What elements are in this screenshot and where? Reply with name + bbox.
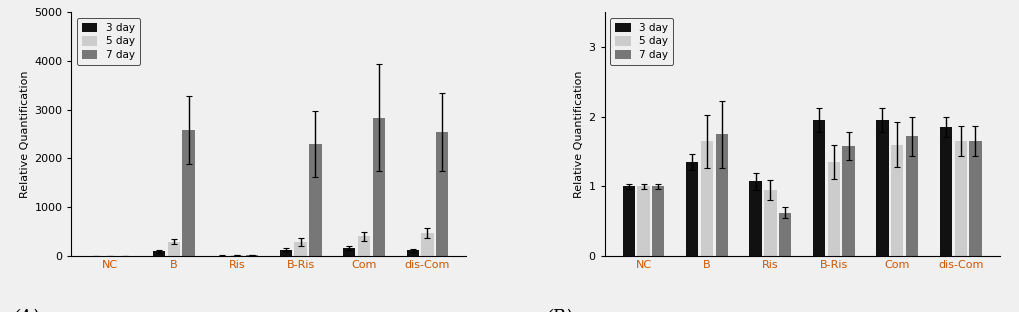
Bar — [842, 146, 854, 256]
Y-axis label: Relative Quantification: Relative Quantification — [20, 71, 30, 198]
Bar — [826, 162, 840, 256]
Legend: 3 day, 5 day, 7 day: 3 day, 5 day, 7 day — [76, 18, 140, 65]
Bar — [938, 127, 951, 256]
Bar — [749, 182, 761, 256]
Y-axis label: Relative Quantification: Relative Quantification — [574, 71, 584, 198]
Bar — [167, 242, 179, 256]
Bar — [246, 255, 258, 256]
Bar — [905, 136, 917, 256]
Text: (A): (A) — [12, 310, 39, 312]
Bar — [637, 186, 649, 256]
Bar — [779, 213, 791, 256]
Bar — [715, 134, 728, 256]
Bar — [686, 162, 698, 256]
Bar — [954, 141, 966, 256]
Bar — [421, 233, 433, 256]
Bar — [651, 186, 663, 256]
Bar — [407, 251, 419, 256]
Bar — [182, 130, 195, 256]
Text: (B): (B) — [545, 310, 572, 312]
Bar — [230, 255, 244, 256]
Bar — [358, 236, 370, 256]
Bar — [622, 186, 634, 256]
Bar — [309, 144, 321, 256]
Bar — [436, 132, 448, 256]
Bar — [153, 251, 165, 256]
Bar — [812, 120, 824, 256]
Bar — [294, 242, 307, 256]
Bar — [968, 141, 980, 256]
Bar — [700, 141, 712, 256]
Bar — [875, 120, 888, 256]
Bar — [763, 190, 775, 256]
Bar — [342, 248, 355, 256]
Bar — [372, 118, 384, 256]
Bar — [891, 144, 903, 256]
Bar — [279, 250, 291, 256]
Legend: 3 day, 5 day, 7 day: 3 day, 5 day, 7 day — [609, 18, 673, 65]
